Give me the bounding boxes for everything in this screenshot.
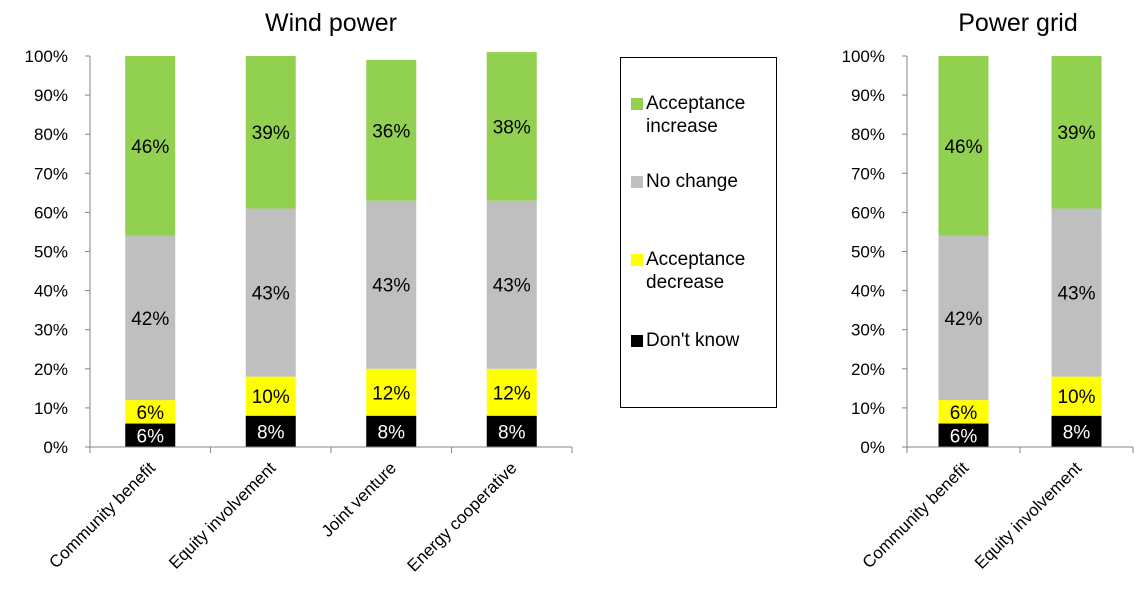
data-label: 46% <box>944 137 982 158</box>
chart-title-wind-power: Wind power <box>265 9 397 37</box>
data-label: 42% <box>131 309 169 330</box>
data-label: 6% <box>950 426 978 447</box>
bar-don-t-know-community-benefit <box>938 423 989 447</box>
data-label: 6% <box>950 403 978 424</box>
data-label: 38% <box>493 117 531 138</box>
legend: Acceptance increase No change Acceptance… <box>620 57 777 408</box>
bar-acceptance-decrease-energy-cooperative <box>486 368 537 416</box>
bar-no-change-joint-venture <box>366 200 417 369</box>
y-tick-label: 90% <box>34 86 68 105</box>
x-tick-label-community-benefit: Community benefit <box>45 458 159 572</box>
data-label: 43% <box>1057 284 1095 305</box>
legend-swatch-acceptance-increase <box>631 98 643 110</box>
data-label: 8% <box>257 422 285 443</box>
legend-item-acceptance-increase: Acceptance increase <box>631 92 745 138</box>
bar-don-t-know-equity-involvement <box>245 415 296 447</box>
bar-don-t-know-equity-involvement <box>1051 415 1102 447</box>
y-tick-label: 50% <box>851 243 885 262</box>
legend-item-no-change: No change <box>631 170 738 193</box>
legend-label: Acceptance increase <box>646 93 746 137</box>
y-tick-label: 40% <box>851 282 885 301</box>
bar-acceptance-increase-community-benefit <box>125 56 176 236</box>
y-tick-label: 80% <box>851 125 885 144</box>
y-tick-label: 70% <box>34 164 68 183</box>
data-label: 8% <box>378 422 406 443</box>
y-tick-label: 20% <box>34 360 68 379</box>
y-tick-label: 30% <box>34 321 68 340</box>
bar-acceptance-decrease-community-benefit <box>938 400 989 424</box>
data-label: 8% <box>1063 422 1091 443</box>
y-tick-label: 20% <box>851 360 885 379</box>
y-tick-label: 40% <box>34 282 68 301</box>
legend-swatch-no-change <box>631 176 643 188</box>
bar-acceptance-increase-equity-involvement <box>245 56 296 209</box>
legend-item-acceptance-decrease: Acceptance decrease <box>631 248 745 294</box>
bar-acceptance-increase-equity-involvement <box>1051 56 1102 209</box>
x-tick-label-joint-venture: Joint venture <box>318 458 400 540</box>
bar-acceptance-decrease-equity-involvement <box>245 376 296 416</box>
bar-don-t-know-community-benefit <box>125 423 176 447</box>
data-label: 43% <box>252 284 290 305</box>
data-label: 10% <box>1057 387 1095 408</box>
bar-no-change-community-benefit <box>938 235 989 401</box>
y-tick-label: 0% <box>43 438 68 457</box>
y-tick-label: 10% <box>34 399 68 418</box>
power-grid-chart: 6%6% 42% 46% 8% 10% 43% 39% 0% 10% 20% 30% 40% 50% 60… <box>842 47 1134 573</box>
bar-no-change-energy-cooperative <box>486 200 537 369</box>
bar-acceptance-increase-community-benefit <box>938 56 989 236</box>
y-tick-label: 30% <box>851 321 885 340</box>
data-label: 39% <box>1057 123 1095 144</box>
y-tick-label: 60% <box>851 203 885 222</box>
data-label: 12% <box>493 383 531 404</box>
y-tick-label: 100% <box>842 47 885 66</box>
wind-power-chart: 6%6% 42% 46% 8% 10% 43% 39% 8% 12% 43% 36% 8% 12% 43%… <box>25 47 573 575</box>
data-label: 36% <box>372 121 410 142</box>
data-label: 8% <box>498 422 526 443</box>
legend-label: Acceptance decrease <box>646 249 746 293</box>
data-label: 43% <box>493 276 531 297</box>
x-tick-label-equity-involvement: Equity involvement <box>165 458 280 573</box>
x-tick-label-community-benefit: Community benefit <box>859 458 973 572</box>
y-tick-label: 60% <box>34 203 68 222</box>
data-label: 6% <box>137 426 165 447</box>
bar-acceptance-increase-energy-cooperative <box>486 52 537 201</box>
data-label: 42% <box>944 309 982 330</box>
y-tick-label: 50% <box>34 243 68 262</box>
bar-acceptance-decrease-community-benefit <box>125 400 176 424</box>
legend-swatch-acceptance-decrease <box>631 254 643 266</box>
bar-no-change-equity-involvement <box>1051 208 1102 377</box>
legend-label: No change <box>646 171 738 192</box>
bar-don-t-know-joint-venture <box>366 415 417 447</box>
data-label: 10% <box>252 387 290 408</box>
data-label: 12% <box>372 383 410 404</box>
data-label: 39% <box>252 123 290 144</box>
bar-acceptance-decrease-joint-venture <box>366 368 417 416</box>
y-tick-label: 70% <box>851 164 885 183</box>
bar-acceptance-decrease-equity-involvement <box>1051 376 1102 416</box>
x-tick-label-energy-cooperative: Energy cooperative <box>404 458 521 575</box>
y-tick-label: 100% <box>25 47 68 66</box>
legend-item-dont-know: Don't know <box>631 329 739 352</box>
bar-no-change-community-benefit <box>125 235 176 401</box>
y-tick-label: 10% <box>851 399 885 418</box>
data-label: 43% <box>372 276 410 297</box>
y-tick-label: 90% <box>851 86 885 105</box>
x-tick-label-equity-involvement: Equity involvement <box>971 458 1086 573</box>
bar-no-change-equity-involvement <box>245 208 296 377</box>
legend-label: Don't know <box>646 330 740 351</box>
bar-don-t-know-energy-cooperative <box>486 415 537 447</box>
data-label: 46% <box>131 137 169 158</box>
y-tick-label: 0% <box>860 438 885 457</box>
bar-acceptance-increase-joint-venture <box>366 59 417 201</box>
chart-title-power-grid: Power grid <box>958 9 1078 37</box>
data-label: 6% <box>137 403 165 424</box>
y-tick-label: 80% <box>34 125 68 144</box>
legend-swatch-dont-know <box>631 335 643 347</box>
